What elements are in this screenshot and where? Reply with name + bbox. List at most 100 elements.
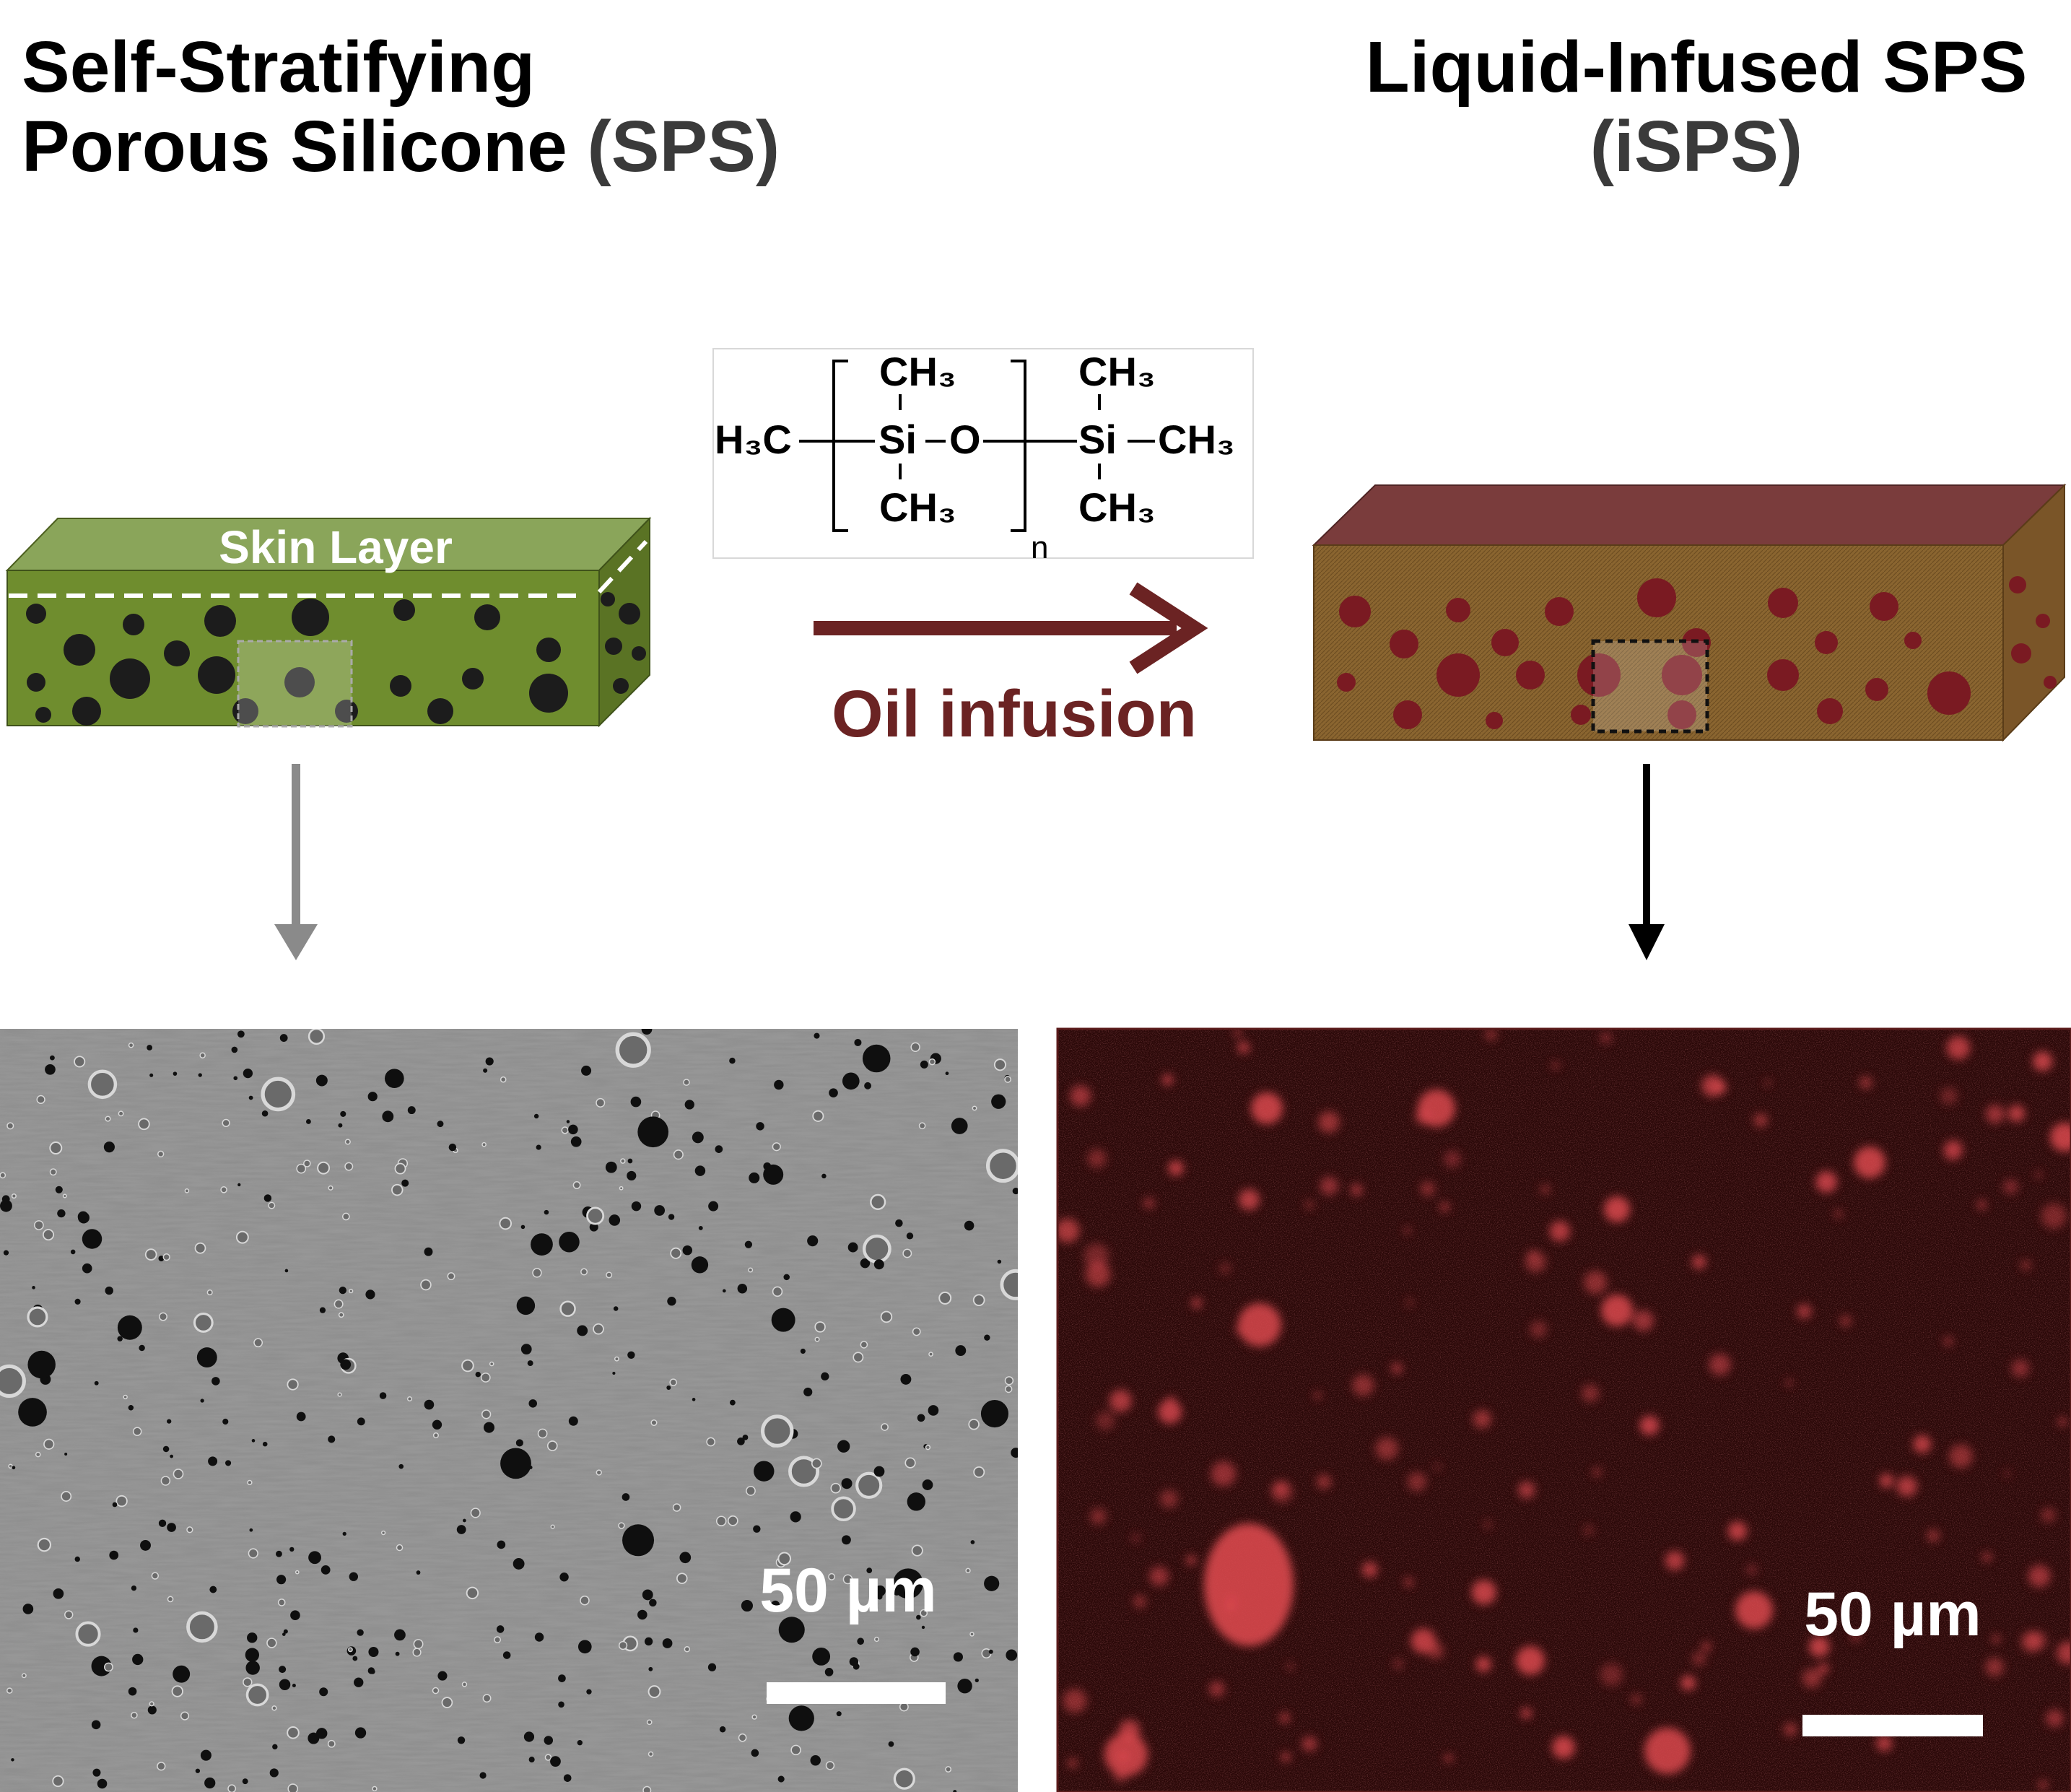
left-end-group: H₃C	[715, 417, 792, 462]
fluor-spot	[1391, 1362, 1403, 1374]
sem-pore	[577, 1740, 583, 1746]
sem-crater	[727, 1515, 738, 1526]
sem-pore	[520, 1225, 526, 1230]
fluor-spot	[1238, 1189, 1260, 1211]
fluorescence-micrograph: 50 µm	[1056, 1027, 2071, 1792]
sem-pore	[204, 1777, 216, 1789]
sem-crater	[648, 1751, 654, 1757]
sem-crater	[461, 1359, 474, 1373]
fluor-spot	[1797, 1304, 1812, 1319]
fluor-spot	[1286, 1663, 1294, 1670]
sps-title-line2: Porous Silicone (SPS)	[22, 107, 780, 186]
sem-pore	[18, 1398, 47, 1427]
bracket-right	[1011, 360, 1026, 532]
sem-pore	[308, 1732, 320, 1744]
sem-pore	[367, 1667, 375, 1674]
isps-block-top-face	[1312, 484, 2067, 546]
sem-pore	[857, 1637, 864, 1645]
sem-pore	[771, 1308, 795, 1332]
fluor-spot	[2058, 1417, 2067, 1426]
sem-pore	[292, 1683, 296, 1687]
sem-crater	[338, 1312, 344, 1318]
fluor-spot	[1815, 1171, 1838, 1193]
fluor-spot	[1665, 1551, 1685, 1570]
sem-crater	[684, 1645, 691, 1653]
sem-pore	[559, 1231, 580, 1253]
sem-pore	[50, 1055, 55, 1061]
pore	[474, 604, 500, 630]
sps-side-pores	[601, 592, 646, 694]
sem-pore	[306, 1119, 311, 1124]
sem-pore	[788, 1705, 814, 1731]
sem-crater	[186, 1611, 218, 1643]
sem-pore	[448, 1143, 457, 1152]
sem-crater	[673, 1149, 684, 1160]
fluor-spot	[1985, 1105, 2005, 1124]
fluor-spot	[1096, 1411, 1115, 1430]
sem-crater	[912, 1327, 921, 1336]
fluor-spot	[1444, 1754, 1452, 1762]
fluor-spot	[1876, 1735, 1893, 1752]
sem-pore	[544, 1209, 549, 1215]
sem-pore	[873, 1259, 884, 1270]
fluor-spot	[1068, 1758, 1078, 1768]
si-right: Si	[1078, 417, 1117, 462]
sem-pore	[22, 1604, 34, 1614]
sem-crater	[49, 1168, 57, 1176]
sem-pore	[109, 1550, 119, 1560]
sem-pore	[754, 1461, 775, 1482]
sem-pore	[463, 1518, 466, 1523]
fluor-spot	[1149, 1566, 1169, 1586]
sem-crater	[220, 1186, 227, 1193]
sem-pore	[200, 1399, 204, 1403]
sem-pore	[824, 1668, 834, 1676]
sem-pore	[457, 1736, 466, 1744]
sem-pore	[385, 1069, 404, 1089]
pore	[601, 592, 615, 606]
sem-crater	[344, 1162, 354, 1171]
sem-pore	[354, 1677, 364, 1687]
sem-pore	[200, 1749, 212, 1761]
isps-down-arrow	[1629, 764, 1665, 960]
oil-droplet	[1662, 655, 1702, 695]
sem-pore	[741, 1599, 753, 1612]
sem-crater	[715, 1515, 727, 1527]
sem-crater	[642, 1786, 652, 1792]
isps-title-line2: (iSPS)	[1590, 106, 1803, 187]
structure-frame	[712, 348, 1254, 559]
sem-pore	[708, 1201, 719, 1212]
sem-crater	[918, 1122, 926, 1130]
fluor-spot	[1552, 1061, 1559, 1069]
sem-pore	[479, 1772, 487, 1779]
oil-droplet	[1768, 588, 1798, 618]
sem-crater	[561, 1126, 569, 1134]
sem-pore	[158, 1519, 167, 1527]
sem-pore	[45, 1064, 56, 1075]
sem-crater	[537, 1428, 548, 1439]
sem-pore	[749, 1172, 760, 1183]
sem-crater	[8, 1463, 13, 1469]
sps-block: Skin Layer	[5, 516, 652, 728]
sem-crater	[0, 1172, 6, 1179]
sem-pore	[756, 1122, 764, 1131]
sem-pores	[0, 1029, 1018, 1792]
sem-crater	[447, 1272, 455, 1281]
sem-crater	[648, 1685, 661, 1698]
fluor-spot	[1680, 1675, 1696, 1691]
sem-pore	[520, 1344, 532, 1354]
fluor-spot	[1982, 1552, 1992, 1562]
sem-crater	[706, 1437, 716, 1447]
fluor-spot	[1592, 1467, 1602, 1477]
fluor-spot	[1237, 1041, 1250, 1054]
fluor-spot	[1162, 1074, 1173, 1085]
pdms-structure: H₃C Si O Si CH₃ CH₃ CH₃ CH₃ CH₃ n	[712, 348, 1254, 565]
fluor-spot	[2007, 1105, 2026, 1122]
sem-crater	[261, 1076, 296, 1112]
sem-pore	[367, 1092, 378, 1102]
fluor-spot	[1735, 1591, 1773, 1629]
sem-pore	[416, 1570, 421, 1575]
oil-droplet	[1545, 597, 1574, 626]
sem-pore	[82, 1229, 103, 1249]
sem-crater	[296, 1163, 307, 1174]
